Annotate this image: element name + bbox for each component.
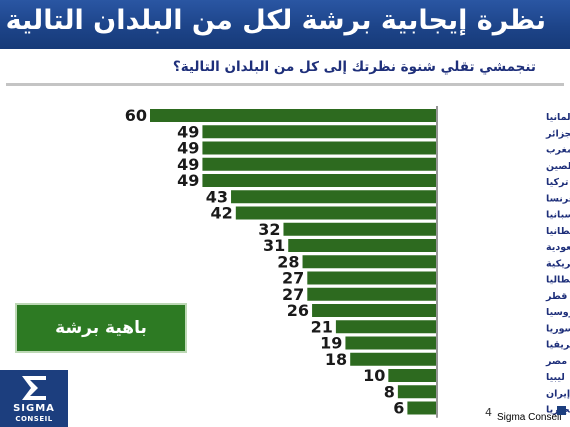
bar	[283, 222, 436, 236]
category-label: بريطانيا	[546, 226, 570, 237]
value-label: 49	[177, 171, 199, 190]
bar	[202, 157, 436, 171]
value-label: 8	[384, 382, 395, 401]
corner-square	[557, 406, 566, 415]
value-label: 49	[177, 155, 199, 174]
bar	[345, 336, 436, 350]
bar	[397, 385, 436, 399]
category-label: الصين	[546, 161, 570, 172]
value-label: 27	[282, 269, 304, 288]
bar	[235, 206, 436, 220]
sigma-icon	[22, 376, 46, 400]
bar	[202, 125, 436, 139]
value-label: 27	[282, 285, 304, 304]
category-label: اسبانيا	[546, 210, 570, 221]
category-label: تركيا	[546, 177, 568, 188]
bar	[307, 271, 436, 285]
bar	[388, 369, 436, 382]
category-label: فرنسا	[546, 193, 570, 204]
bar	[302, 255, 436, 269]
category-label: ليبيا	[546, 372, 565, 383]
bar	[202, 174, 436, 187]
value-label: 49	[177, 139, 199, 158]
category-label: روسيا	[546, 307, 570, 318]
category-label: إيطاليا	[546, 275, 570, 286]
value-label: 28	[277, 252, 299, 271]
page-number: 4	[485, 406, 492, 419]
value-label: 10	[363, 366, 385, 385]
category-label: مصر	[545, 356, 567, 367]
category-label: سوريا	[546, 323, 570, 334]
value-label: 26	[287, 301, 309, 320]
category-label: قطر	[545, 291, 567, 302]
bar	[288, 239, 436, 252]
value-label: 21	[311, 317, 333, 336]
category-label: الولايات المتحدة الأمريكية	[546, 257, 570, 269]
page-title: نظرة إيجابية برشة لكل من البلدان التالية	[5, 5, 546, 36]
category-label: السعودية	[546, 242, 570, 253]
category-label: جنوب افريقيا	[546, 340, 570, 351]
sigma-logo: SIGMA CONSEIL	[0, 370, 68, 427]
category-label: إيران	[546, 388, 570, 399]
value-label: 31	[263, 236, 285, 255]
bar	[335, 320, 436, 334]
value-label: 43	[206, 187, 228, 206]
header-banner: نظرة إيجابية برشة لكل من البلدان التالية	[0, 0, 570, 49]
logo-line-1: SIGMA	[13, 403, 55, 414]
bar	[202, 141, 436, 155]
survey-question: تنجمشي تقلي شنوة نظرتك إلى كل من البلدان…	[172, 59, 536, 75]
divider	[6, 83, 564, 86]
value-label: 18	[325, 350, 347, 369]
logo-line-2: CONSEIL	[15, 415, 53, 423]
value-label: 19	[320, 334, 342, 353]
value-label: 6	[393, 399, 404, 418]
value-label: 42	[211, 204, 233, 223]
value-label: 60	[125, 106, 147, 125]
bar	[312, 304, 436, 317]
category-label: الجزائر	[545, 128, 570, 139]
bar	[307, 287, 436, 301]
category-label: ألمانيا	[546, 110, 570, 123]
value-label: 49	[177, 122, 199, 141]
value-label: 32	[258, 220, 280, 239]
bar	[407, 401, 436, 415]
footer-brand: Sigma Conseil	[497, 412, 562, 423]
category-label: المغرب	[546, 145, 570, 156]
very-positive-badge: باهية برشة	[15, 303, 187, 353]
bar	[150, 109, 436, 122]
bar	[350, 352, 436, 366]
bar	[231, 190, 436, 204]
